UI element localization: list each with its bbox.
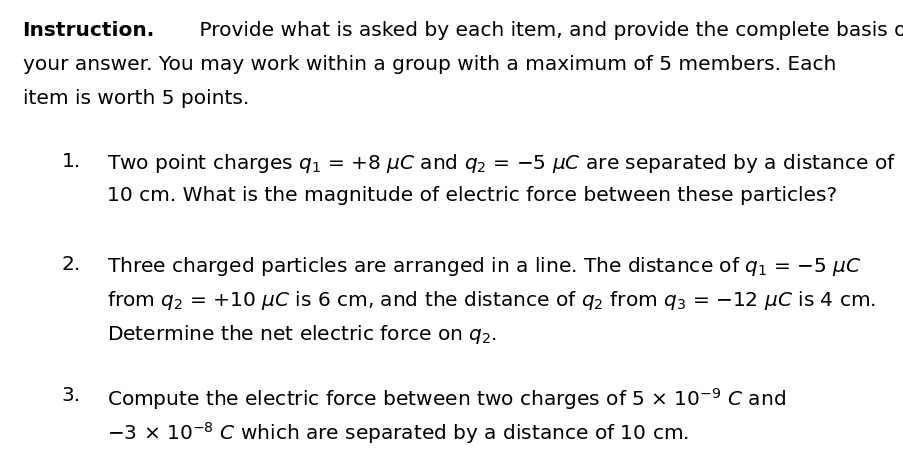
Text: Instruction.: Instruction. (23, 21, 154, 40)
Text: item is worth 5 points.: item is worth 5 points. (23, 89, 248, 108)
Text: $-$3 $\times$ $10^{-8}$ $C$ which are separated by a distance of 10 cm.: $-$3 $\times$ $10^{-8}$ $C$ which are se… (107, 420, 688, 446)
Text: 3.: 3. (61, 386, 80, 405)
Text: Three charged particles are arranged in a line. The distance of $q_1$ = $-$5 $\m: Three charged particles are arranged in … (107, 255, 860, 277)
Text: 2.: 2. (61, 255, 80, 274)
Text: 10 cm. What is the magnitude of electric force between these particles?: 10 cm. What is the magnitude of electric… (107, 186, 836, 205)
Text: Compute the electric force between two charges of 5 $\times$ $10^{-9}$ $C$ and: Compute the electric force between two c… (107, 386, 785, 412)
Text: from $q_2$ = +10 $\mu C$ is 6 cm, and the distance of $q_2$ from $q_3$ = $-$12 $: from $q_2$ = +10 $\mu C$ is 6 cm, and th… (107, 289, 875, 311)
Text: Provide what is asked by each item, and provide the complete basis of: Provide what is asked by each item, and … (193, 21, 903, 40)
Text: 1.: 1. (61, 152, 80, 171)
Text: your answer. You may work within a group with a maximum of 5 members. Each: your answer. You may work within a group… (23, 55, 835, 74)
Text: Determine the net electric force on $q_2$.: Determine the net electric force on $q_2… (107, 323, 497, 346)
Text: Two point charges $q_1$ = +8 $\mu C$ and $q_2$ = $-$5 $\mu C$ are separated by a: Two point charges $q_1$ = +8 $\mu C$ and… (107, 152, 895, 175)
